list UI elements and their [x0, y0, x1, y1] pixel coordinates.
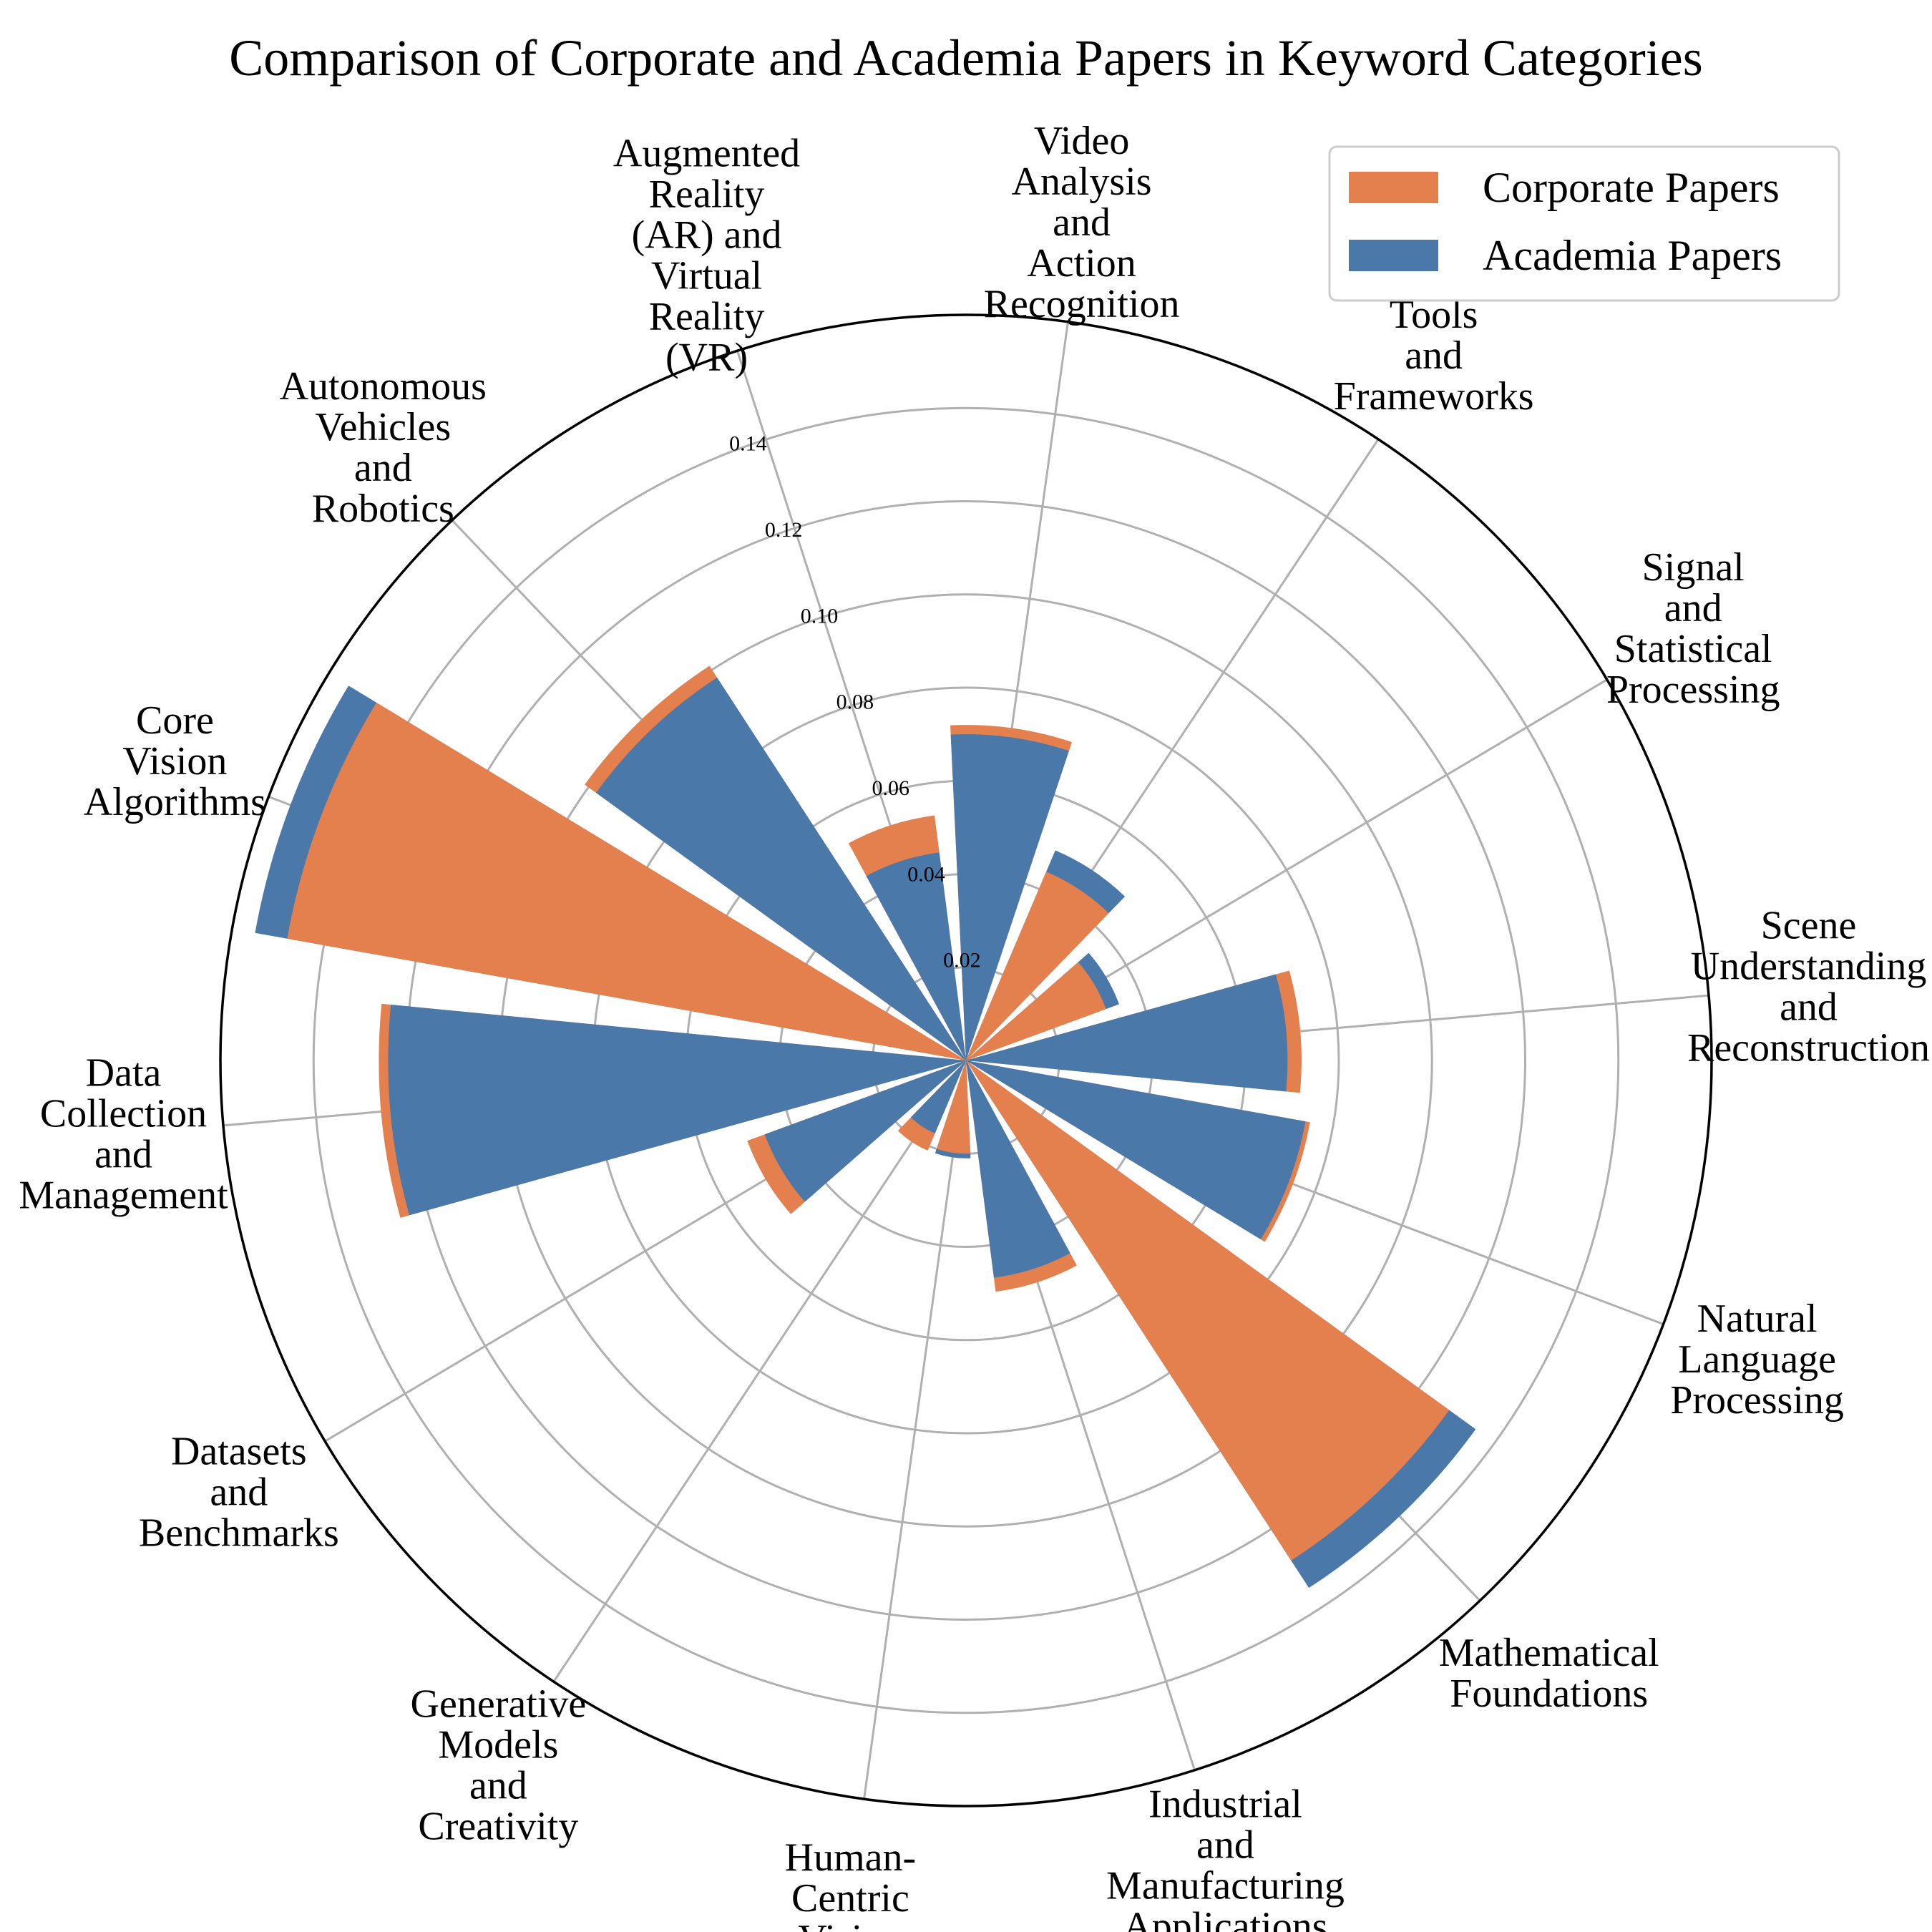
r-tick-label: 0.02: [943, 949, 981, 972]
legend-swatch-academia: [1349, 240, 1438, 271]
bar-academia-papers-datasets-and-benchmarks: [764, 1060, 966, 1202]
bar-academia-papers-augmented-reality-ar-and-virtual-reality-vr: [866, 852, 966, 1060]
category-label-core-vision-algorithms: Core Vision Algorithms: [84, 698, 266, 824]
legend-label-corporate: Corporate Papers: [1483, 164, 1780, 211]
category-label-mathematical-foundations: Mathematical Foundations: [1439, 1631, 1659, 1716]
bar-academia-papers-industrial-and-manufacturing-applications: [966, 1060, 1070, 1278]
bar-corporate-papers-mathematical-foundations: [966, 1060, 1450, 1561]
category-label-augmented-reality-ar-and-virtual-reality-vr: Augmented Reality (AR) and Virtual Reality (V…: [613, 131, 800, 379]
r-tick-label: 0.10: [801, 604, 839, 628]
legend-swatch-corporate: [1349, 172, 1438, 203]
outer-ring: [219, 313, 1713, 1807]
bar-corporate-papers-core-vision-algorithms: [287, 702, 966, 1060]
grid-ring-6: [312, 406, 1620, 1714]
radial-tick-labels: 0.02 0.04 0.06 0.08 0.10 0.12 0.14: [729, 432, 981, 972]
legend: Corporate Papers Academia Papers: [1328, 145, 1840, 302]
r-tick-label: 0.06: [872, 776, 909, 800]
legend-frame: [1328, 145, 1840, 302]
category-label-video-analysis-and-action-recognition: Video Analysis and Action Recognition: [984, 119, 1180, 326]
category-labels: Scene Understanding and Reconstruction Signa…: [19, 119, 1930, 1932]
r-tick-label: 0.08: [836, 691, 874, 714]
category-label-tools-and-frameworks: Tools and Frameworks: [1334, 293, 1534, 419]
r-tick-label: 0.12: [765, 518, 803, 542]
bar-academia-papers-scene-understanding-and-reconstruction: [966, 974, 1288, 1092]
bar-academia-papers-video-analysis-and-action-recognition: [950, 734, 1069, 1060]
category-label-natural-language-processing: Natural Language Processing: [1670, 1297, 1844, 1423]
bar-academia-papers-generative-models-and-creativity: [910, 1060, 966, 1133]
category-label-industrial-and-manufacturing-applications: Industrial and Manufacturing Applications: [1106, 1782, 1345, 1932]
chart-title: Comparison of Corporate and Academia Pap…: [229, 29, 1702, 87]
category-label-human-centric-vision: Human-CentricVision: [785, 1835, 917, 1932]
bar-academia-papers-data-collection-and-management: [388, 1005, 966, 1216]
category-label-data-collection-and-management: Data Collection and Management: [19, 1051, 228, 1218]
category-label-autonomous-vehicles-and-robotics: Autonomous Vehicles and Robotics: [280, 364, 487, 531]
r-tick-label: 0.14: [729, 432, 767, 456]
bar-corporate-papers-human-centric-vision: [936, 1060, 971, 1154]
category-label-signal-and-statistical-processing: Signal and Statistical Processing: [1606, 545, 1780, 712]
bar-corporate-papers-signal-and-statistical-processing: [966, 962, 1106, 1060]
r-tick-label: 0.04: [907, 862, 945, 886]
bars: [255, 665, 1476, 1589]
category-label-generative-models-and-creativity: Generative Models and Creativity: [411, 1682, 587, 1848]
category-label-scene-understanding-and-reconstruction: Scene Understanding and Reconstruction: [1687, 903, 1930, 1070]
category-label-datasets-and-benchmarks: Datasets and Benchmarks: [139, 1430, 339, 1556]
legend-label-academia: Academia Papers: [1483, 232, 1782, 279]
grid-spoke-9: [552, 1060, 967, 1683]
bar-corporate-papers-tools-and-frameworks: [966, 872, 1109, 1060]
grid-spoke-10: [863, 1060, 967, 1800]
bar-academia-papers-autonomous-vehicles-and-robotics: [595, 677, 966, 1060]
bar-academia-papers-natural-language-processing: [966, 1060, 1306, 1240]
